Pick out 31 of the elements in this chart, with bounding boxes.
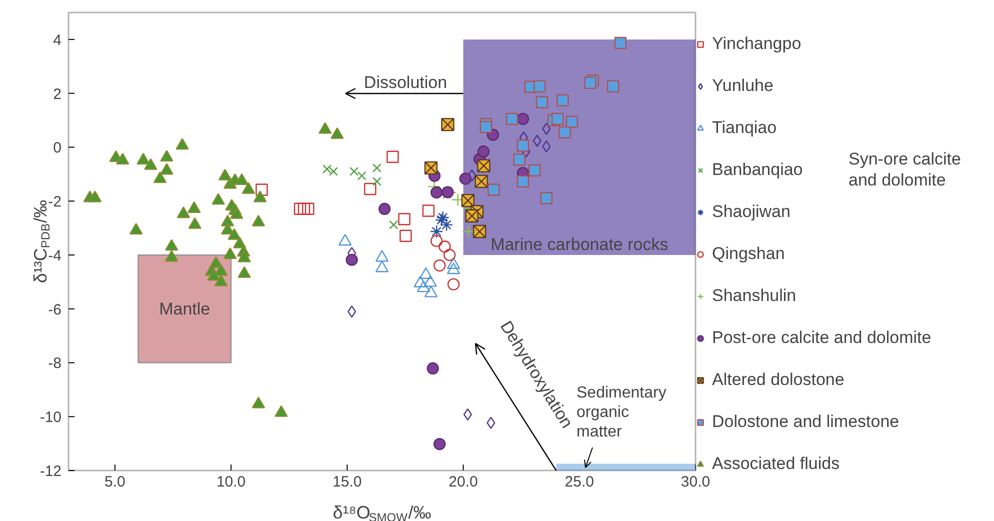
y-tick-label: -6 bbox=[48, 301, 62, 318]
y-tick-label: -8 bbox=[48, 355, 62, 372]
legend-label: Altered dolostone bbox=[712, 370, 844, 390]
x-tick-label: 10.0 bbox=[216, 474, 246, 490]
annotation: Marine carbonate rocks bbox=[490, 234, 668, 254]
legend-label: Tianqiao bbox=[712, 118, 777, 138]
y-tick-label: 0 bbox=[53, 140, 62, 157]
y-tick-label: -12 bbox=[40, 463, 62, 480]
legend-label: Shanshulin bbox=[712, 286, 796, 306]
y-tick-label: 4 bbox=[53, 32, 62, 49]
legend-label: Shaojiwan bbox=[712, 202, 790, 222]
legend-label: Post-ore calcite and dolomite bbox=[712, 328, 932, 348]
legend-label: Banbanqiao bbox=[712, 160, 803, 180]
y-tick-label: -4 bbox=[48, 247, 62, 264]
legend-label: Qingshan bbox=[712, 244, 785, 264]
x-tick-label: 20.0 bbox=[448, 474, 478, 490]
x-tick-label: 15.0 bbox=[332, 474, 362, 490]
legend-label: Associated fluids bbox=[712, 454, 840, 474]
text: Syn-ore calcite and dolomite bbox=[848, 150, 961, 190]
annotation: Mantle bbox=[159, 299, 210, 318]
annotation: Sedimentary organic matter bbox=[576, 384, 666, 441]
annotation: Dissolution bbox=[364, 73, 448, 92]
legend-label: Yunluhe bbox=[712, 76, 774, 96]
x-tick-label: 30.0 bbox=[680, 474, 710, 490]
y-tick-label: 2 bbox=[53, 86, 62, 103]
legend-label: Dolostone and limestone bbox=[712, 412, 900, 432]
x-tick-label: 5.0 bbox=[104, 474, 126, 490]
x-tick-label: 25.0 bbox=[564, 474, 594, 490]
y-tick-label: -10 bbox=[40, 409, 62, 426]
legend-label: Yinchangpo bbox=[712, 34, 802, 54]
y-tick-label: -2 bbox=[48, 194, 62, 211]
